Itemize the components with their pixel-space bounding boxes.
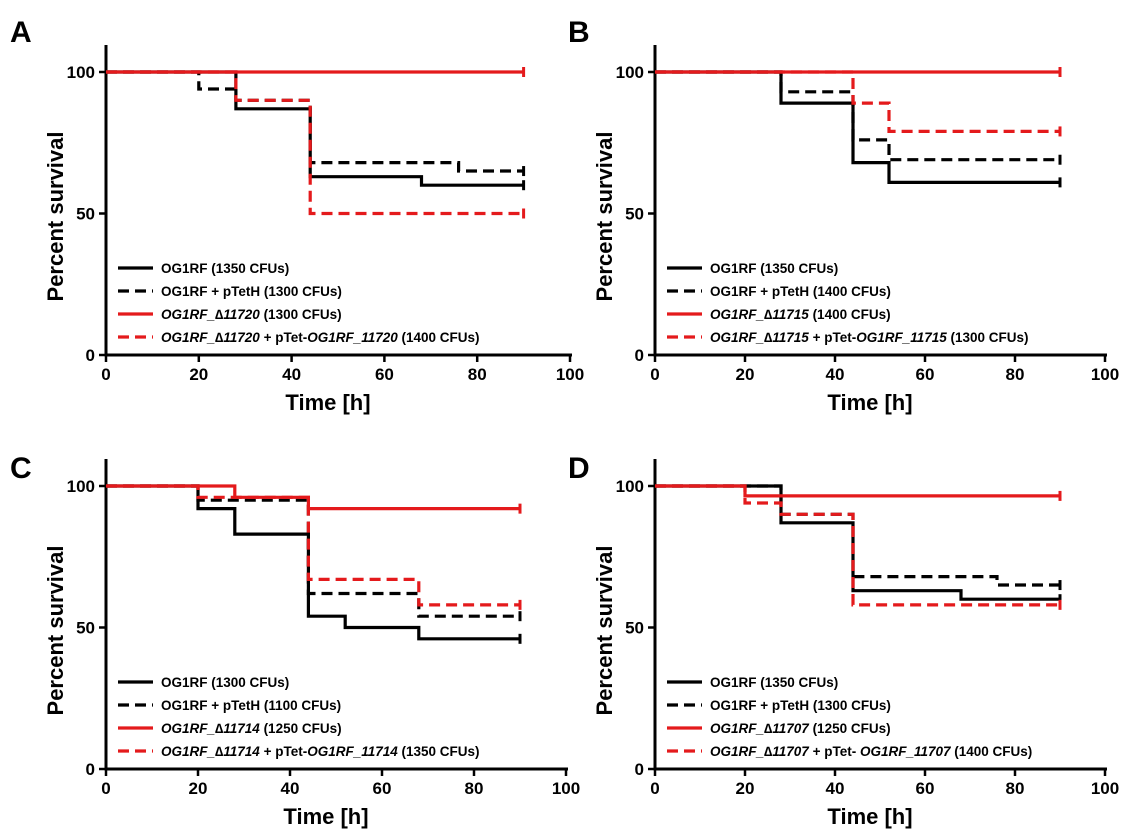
- y-tick-label: 0: [635, 760, 644, 779]
- x-tick-label: 100: [556, 365, 584, 384]
- x-tick-label: 60: [916, 365, 935, 384]
- x-tick-label: 20: [736, 779, 755, 798]
- legend-label: OG1RF_∆11707 + pTet- OG1RF_11707 (1400 C…: [710, 744, 1032, 759]
- x-tick-label: 60: [375, 365, 394, 384]
- x-tick-label: 80: [1006, 365, 1025, 384]
- panel-b: B 0 20 40 60 80 100 0 50 100 Time [h] Percent survi…: [568, 16, 1119, 415]
- legend-label: OG1RF_∆11714 (1250 CFUs): [161, 721, 342, 736]
- y-tick-label: 0: [635, 346, 644, 365]
- legend-label: OG1RF + pTetH (1400 CFUs): [710, 284, 891, 299]
- legend-label: OG1RF_∆11720 (1300 CFUs): [161, 307, 342, 322]
- series-line-1: [655, 70, 1060, 184]
- series-line-2: [655, 70, 1060, 162]
- legend-label: OG1RF_∆11707 (1250 CFUs): [710, 721, 891, 736]
- x-axis-title: Time [h]: [827, 390, 912, 415]
- legend-label: OG1RF (1300 CFUs): [161, 675, 289, 690]
- y-tick-label: 100: [67, 63, 95, 82]
- x-axis-title: Time [h]: [827, 804, 912, 829]
- x-tick-label: 40: [282, 365, 301, 384]
- y-tick-label: 50: [76, 619, 95, 638]
- legend-label: OG1RF + pTetH (1300 CFUs): [710, 698, 891, 713]
- x-tick-label: 80: [465, 779, 484, 798]
- panel-letter: D: [568, 452, 590, 485]
- y-tick-label: 100: [616, 63, 644, 82]
- x-tick-label: 20: [189, 365, 208, 384]
- x-tick-label: 60: [373, 779, 392, 798]
- legend-label: OG1RF_∆11715 (1400 CFUs): [710, 307, 891, 322]
- panel-letter: A: [10, 16, 32, 49]
- series-line-4: [106, 70, 524, 216]
- legend-label: OG1RF_∆11715 + pTet-OG1RF_11715 (1300 CF…: [710, 330, 1029, 345]
- x-tick-label: 20: [189, 779, 208, 798]
- series-line-2: [655, 484, 1060, 587]
- x-tick-label: 40: [826, 365, 845, 384]
- y-axis-title: Percent survival: [592, 546, 617, 716]
- series-line-2: [106, 484, 520, 618]
- legend-label: OG1RF_∆11714 + pTet-OG1RF_11714 (1350 CF…: [161, 744, 480, 759]
- legend-label: OG1RF (1350 CFUs): [710, 261, 838, 276]
- x-axis-title: Time [h]: [285, 390, 370, 415]
- series-line-4: [106, 484, 520, 607]
- y-tick-label: 50: [76, 205, 95, 224]
- legend-label: OG1RF_∆11720 + pTet-OG1RF_11720 (1400 CF…: [161, 330, 480, 345]
- x-tick-label: 0: [101, 365, 110, 384]
- y-tick-label: 50: [625, 619, 644, 638]
- y-tick-label: 0: [86, 760, 95, 779]
- x-tick-label: 20: [736, 365, 755, 384]
- panel-a: A 0 20 40 60 80 100 0 50 100 Time [h] Percent survi…: [10, 16, 584, 415]
- legend-label: OG1RF + pTetH (1100 CFUs): [161, 698, 341, 713]
- x-tick-label: 40: [281, 779, 300, 798]
- series-line-3: [106, 484, 520, 511]
- legend-label: OG1RF (1350 CFUs): [710, 675, 838, 690]
- x-tick-label: 80: [468, 365, 487, 384]
- x-tick-label: 40: [826, 779, 845, 798]
- panel-c: C 0 20 40 60 80 100 0 50 100 Time [h] Percent survi…: [10, 452, 580, 829]
- x-tick-label: 100: [1091, 365, 1119, 384]
- x-tick-label: 0: [101, 779, 110, 798]
- x-tick-label: 60: [916, 779, 935, 798]
- series-line-4: [655, 70, 1060, 133]
- panel-d: D 0 20 40 60 80 100 0 50 100 Time [h] Percent survi…: [568, 452, 1119, 829]
- x-axis-title: Time [h]: [283, 804, 368, 829]
- series-line-1: [106, 70, 524, 187]
- x-tick-label: 100: [552, 779, 580, 798]
- x-tick-label: 0: [650, 779, 659, 798]
- y-axis-title: Percent survival: [43, 132, 68, 302]
- legend-label: OG1RF (1350 CFUs): [161, 261, 289, 276]
- y-axis-title: Percent survival: [43, 546, 68, 716]
- x-tick-label: 80: [1006, 779, 1025, 798]
- y-tick-label: 100: [616, 477, 644, 496]
- y-axis-title: Percent survival: [592, 132, 617, 302]
- series-line-4: [655, 484, 1060, 607]
- panel-letter: C: [10, 452, 32, 485]
- x-tick-label: 100: [1091, 779, 1119, 798]
- series-line-1: [655, 484, 1060, 601]
- legend-label: OG1RF + pTetH (1300 CFUs): [161, 284, 342, 299]
- series-line-2: [106, 70, 524, 173]
- panel-letter: B: [568, 16, 590, 49]
- y-tick-label: 50: [625, 205, 644, 224]
- y-tick-label: 100: [67, 477, 95, 496]
- y-tick-label: 0: [86, 346, 95, 365]
- x-tick-label: 0: [650, 365, 659, 384]
